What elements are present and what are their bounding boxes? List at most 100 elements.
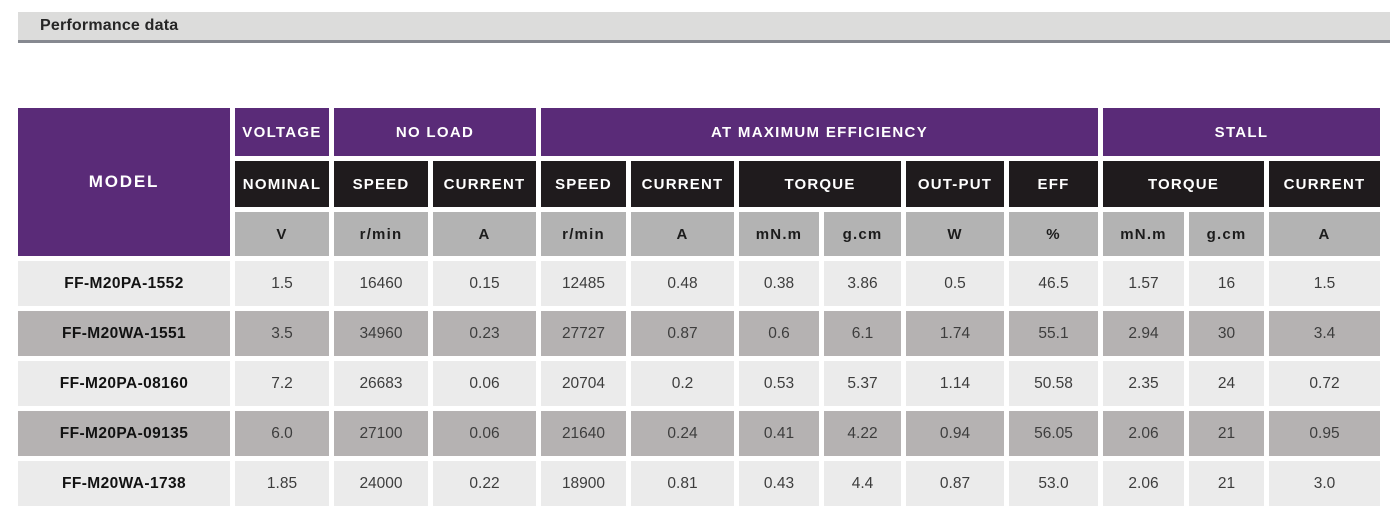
data-cell: 0.38 (739, 261, 819, 306)
subheader-noload-current: CURRENT (433, 161, 536, 207)
unit-maxeff-mnm: mN.m (739, 212, 819, 256)
data-cell: 0.5 (906, 261, 1004, 306)
data-cell: 16460 (334, 261, 428, 306)
data-cell: 50.58 (1009, 361, 1098, 406)
subheader-nominal: NOMINAL (235, 161, 329, 207)
data-cell: 0.06 (433, 361, 536, 406)
subheader-stall-torque: TORQUE (1103, 161, 1264, 207)
data-cell: 3.4 (1269, 311, 1380, 356)
data-cell: 0.23 (433, 311, 536, 356)
data-cell: 24 (1189, 361, 1264, 406)
subheader-maxeff-current: CURRENT (631, 161, 734, 207)
subheader-maxeff-speed: SPEED (541, 161, 626, 207)
data-cell: 2.06 (1103, 461, 1184, 506)
table-row: FF-M20PA-09135 6.0 27100 0.06 21640 0.24… (18, 411, 1380, 456)
data-cell: 6.1 (824, 311, 901, 356)
section-title: Performance data (40, 17, 179, 34)
unit-stall-mnm: mN.m (1103, 212, 1184, 256)
data-cell: 2.94 (1103, 311, 1184, 356)
data-cell: 1.57 (1103, 261, 1184, 306)
model-cell: FF-M20WA-1551 (18, 311, 230, 356)
data-cell: 4.22 (824, 411, 901, 456)
data-cell: 0.06 (433, 411, 536, 456)
data-cell: 0.81 (631, 461, 734, 506)
data-cell: 56.05 (1009, 411, 1098, 456)
subheader-noload-speed: SPEED (334, 161, 428, 207)
data-cell: 2.35 (1103, 361, 1184, 406)
unit-noload-rmin: r/min (334, 212, 428, 256)
data-cell: 0.15 (433, 261, 536, 306)
data-cell: 0.24 (631, 411, 734, 456)
unit-noload-a: A (433, 212, 536, 256)
group-stall: STALL (1103, 108, 1380, 156)
model-cell: FF-M20WA-1738 (18, 461, 230, 506)
header-sub-row: NOMINAL SPEED CURRENT SPEED CURRENT TORQ… (18, 161, 1380, 207)
unit-stall-gcm: g.cm (1189, 212, 1264, 256)
unit-voltage-v: V (235, 212, 329, 256)
table-row: FF-M20PA-08160 7.2 26683 0.06 20704 0.2 … (18, 361, 1380, 406)
data-cell: 1.85 (235, 461, 329, 506)
data-cell: 0.94 (906, 411, 1004, 456)
data-cell: 3.5 (235, 311, 329, 356)
table-row: FF-M20WA-1551 3.5 34960 0.23 27727 0.87 … (18, 311, 1380, 356)
section-title-bar: Performance data (18, 12, 1390, 43)
data-cell: 0.48 (631, 261, 734, 306)
performance-table: MODEL VOLTAGE NO LOAD AT MAXIMUM EFFICIE… (13, 103, 1385, 511)
data-cell: 27727 (541, 311, 626, 356)
group-voltage: VOLTAGE (235, 108, 329, 156)
subheader-output: OUT-PUT (906, 161, 1004, 207)
data-cell: 26683 (334, 361, 428, 406)
data-cell: 1.5 (235, 261, 329, 306)
data-cell: 0.95 (1269, 411, 1380, 456)
model-cell: FF-M20PA-1552 (18, 261, 230, 306)
data-cell: 21 (1189, 461, 1264, 506)
data-cell: 0.72 (1269, 361, 1380, 406)
data-cell: 0.22 (433, 461, 536, 506)
subheader-maxeff-torque: TORQUE (739, 161, 901, 207)
data-cell: 27100 (334, 411, 428, 456)
data-cell: 3.0 (1269, 461, 1380, 506)
data-cell: 0.41 (739, 411, 819, 456)
data-cell: 18900 (541, 461, 626, 506)
data-cell: 34960 (334, 311, 428, 356)
unit-maxeff-gcm: g.cm (824, 212, 901, 256)
data-cell: 0.6 (739, 311, 819, 356)
header-group-row: MODEL VOLTAGE NO LOAD AT MAXIMUM EFFICIE… (18, 108, 1380, 256)
unit-eff-percent: % (1009, 212, 1098, 256)
performance-table-container: MODEL VOLTAGE NO LOAD AT MAXIMUM EFFICIE… (13, 103, 1385, 511)
data-cell: 46.5 (1009, 261, 1098, 306)
data-cell: 1.74 (906, 311, 1004, 356)
header-units-row: V r/min A r/min A mN.m g.cm W % mN.m g.c… (18, 212, 1380, 256)
data-cell: 24000 (334, 461, 428, 506)
unit-stall-a: A (1269, 212, 1380, 256)
model-cell: FF-M20PA-09135 (18, 411, 230, 456)
data-cell: 7.2 (235, 361, 329, 406)
data-cell: 12485 (541, 261, 626, 306)
data-cell: 16 (1189, 261, 1264, 306)
table-row: FF-M20PA-1552 1.5 16460 0.15 12485 0.48 … (18, 261, 1380, 306)
model-cell: FF-M20PA-08160 (18, 361, 230, 406)
data-cell: 53.0 (1009, 461, 1098, 506)
group-at-maximum-efficiency: AT MAXIMUM EFFICIENCY (541, 108, 1098, 156)
data-cell: 3.86 (824, 261, 901, 306)
data-cell: 0.87 (906, 461, 1004, 506)
data-cell: 21640 (541, 411, 626, 456)
data-cell: 2.06 (1103, 411, 1184, 456)
table-row: FF-M20WA-1738 1.85 24000 0.22 18900 0.81… (18, 461, 1380, 506)
unit-maxeff-a: A (631, 212, 734, 256)
data-cell: 5.37 (824, 361, 901, 406)
subheader-eff: EFF (1009, 161, 1098, 207)
data-cell: 0.43 (739, 461, 819, 506)
header-model: MODEL (18, 108, 230, 256)
data-cell: 6.0 (235, 411, 329, 456)
data-cell: 55.1 (1009, 311, 1098, 356)
group-no-load: NO LOAD (334, 108, 536, 156)
data-cell: 30 (1189, 311, 1264, 356)
unit-output-w: W (906, 212, 1004, 256)
data-cell: 4.4 (824, 461, 901, 506)
data-cell: 21 (1189, 411, 1264, 456)
data-cell: 20704 (541, 361, 626, 406)
data-cell: 0.2 (631, 361, 734, 406)
subheader-stall-current: CURRENT (1269, 161, 1380, 207)
data-cell: 0.87 (631, 311, 734, 356)
